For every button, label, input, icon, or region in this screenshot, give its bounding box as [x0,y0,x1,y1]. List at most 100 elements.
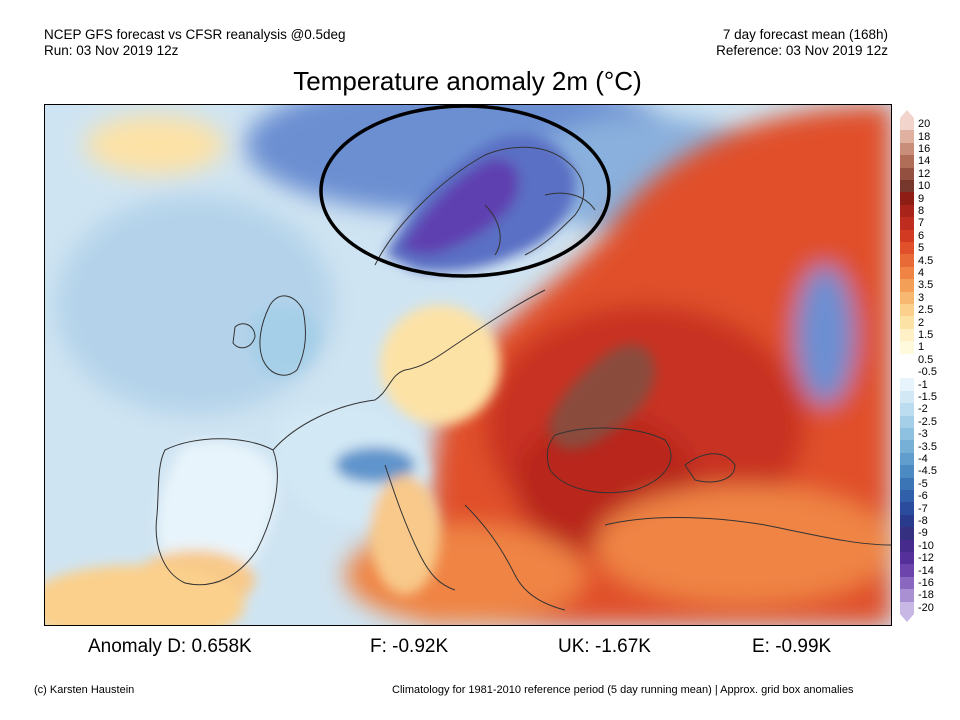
colorbar-label: -18 [918,589,934,602]
colorbar-bottom-arrow [900,614,914,622]
colorbar-label: 16 [918,143,931,155]
uk-area [250,304,320,376]
colorbar-segment [900,440,914,454]
colorbar-label: 8 [918,205,925,217]
colorbar-label: -1.5 [918,391,937,403]
colorbar-top-arrow [900,110,914,118]
colorbar-label: -3 [918,428,928,441]
colorbar-segment [900,589,914,603]
stat-germany: Anomaly D: 0.658K [88,636,252,657]
colorbar-segment [900,316,914,330]
colorbar-label: 3 [918,291,925,304]
stat-france: F: -0.92K [370,636,449,657]
colorbar-label: 12 [918,167,931,180]
hotspot-area [549,344,655,449]
colorbar-segment [900,180,914,193]
colorbar-label: -16 [918,577,934,589]
model-line: NCEP GFS forecast vs CFSR reanalysis @0.… [44,27,346,42]
colorbar-label: -4 [918,453,928,465]
colorbar-segment [900,601,914,615]
colorbar-segment [900,279,914,293]
urals-cold-zone [795,265,855,405]
colorbar-segment [900,328,914,342]
colorbar-label: -0.5 [918,366,937,379]
colorbar-label: -7 [918,502,928,515]
colorbar-segment [900,527,914,541]
colorbar-segment [900,167,914,181]
header-left: NCEP GFS forecast vs CFSR reanalysis @0.… [44,27,346,59]
colorbar-label: 5 [918,242,925,255]
credit: (c) Karsten Haustein [34,684,135,696]
colorbar-label: 6 [918,229,925,242]
colorbar-segment [900,390,914,404]
colorbar-label: -9 [918,527,928,540]
map-title: Temperature anomaly 2m (°C) [293,66,642,96]
colorbar-label: -5 [918,477,928,490]
colorbar-segment [900,477,914,491]
header-right: 7 day forecast mean (168h) Reference: 03… [716,27,888,59]
colorbar-label: 7 [918,217,925,230]
germany-area [380,305,500,425]
scandinavia-core [400,159,519,255]
colorbar-label: 2.5 [918,304,934,317]
colorbar-label: 18 [918,130,931,143]
alps-cold [335,447,415,483]
colorbar-segment [900,118,914,131]
colorbar-segment [900,378,914,392]
colorbar-segment [900,576,914,590]
coastlines [155,146,891,611]
colorbar [900,110,914,622]
colorbar-label: -8 [918,515,928,527]
colorbar-label: -1 [918,378,928,391]
colorbar-label: 20 [918,118,931,131]
colorbar-segment [900,539,914,553]
colorbar-segment [900,130,914,144]
colorbar-segment [900,304,914,317]
colorbar-segment [900,155,914,169]
colorbar-segment [900,552,914,565]
iberia-north [157,441,276,586]
stat-uk: UK: -1.67K [558,636,651,657]
map-canvas [45,105,891,625]
colorbar-label: -2 [918,403,928,416]
colorbar-segment [900,490,914,503]
anomaly-map [44,104,892,626]
colorbar-label: -3.5 [918,440,937,453]
colorbar-label: 1 [918,341,925,354]
colorbar-segment [900,242,914,255]
colorbar-segment [900,452,914,466]
colorbar-segment [900,192,914,206]
colorbar-segment [900,266,914,280]
greenland-sea-warm [85,115,225,175]
run-line: Run: 03 Nov 2019 12z [44,43,179,58]
colorbar-segment [900,465,914,479]
colorbar-label: 9 [918,192,925,205]
colorbar-label: -4.5 [918,465,937,478]
colorbar-segment [900,341,914,355]
italy-warm [370,475,440,595]
colorbar-segment [900,229,914,243]
colorbar-segment [900,254,914,268]
north-africa-warm [45,565,245,625]
colorbar-segment [900,217,914,231]
atlantic-cool-zone [55,195,335,415]
colorbar-segment [900,564,914,578]
colorbar-segment [900,428,914,441]
reference-line: Reference: 03 Nov 2019 12z [716,43,888,58]
colorbar-segment [900,204,914,218]
climatology-note: Climatology for 1981-2010 reference peri… [392,684,854,696]
colorbar-label: 1.5 [918,329,934,341]
colorbar-segment [900,366,914,379]
colorbar-label: -10 [918,539,934,552]
mean-line: 7 day forecast mean (168h) [722,27,888,42]
colorbar-label: 4.5 [918,254,934,267]
colorbar-segment [900,502,914,516]
scandinavia-highlight-circle [319,105,611,278]
colorbar-segment [900,353,914,367]
stat-europe: E: -0.99K [752,636,832,657]
colorbar-segment [900,514,914,528]
colorbar-label: 14 [918,155,931,168]
colorbar-label: -14 [918,564,934,577]
colorbar-label: -2.5 [918,415,937,428]
colorbar-label: 2 [918,316,925,329]
